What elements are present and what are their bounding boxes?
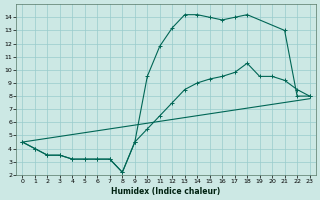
X-axis label: Humidex (Indice chaleur): Humidex (Indice chaleur) [111, 187, 221, 196]
